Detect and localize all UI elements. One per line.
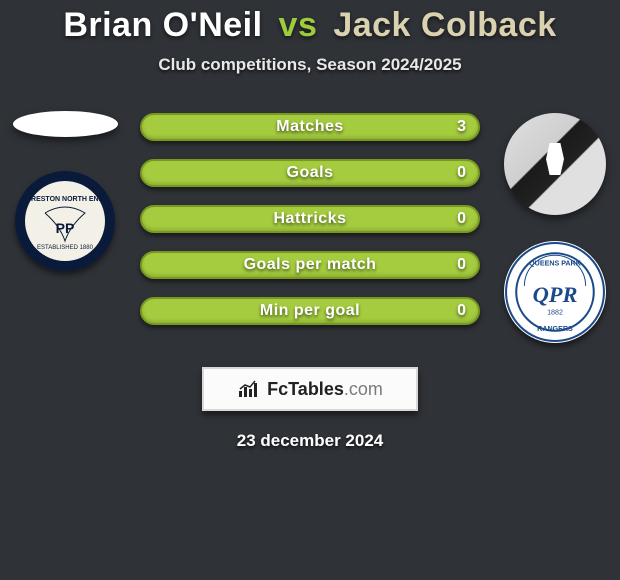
player1-club-badge: PRESTON NORTH END PP ESTABLISHED 1880 xyxy=(15,171,115,271)
left-player-column: PRESTON NORTH END PP ESTABLISHED 1880 xyxy=(0,111,130,271)
svg-text:PRESTON NORTH END: PRESTON NORTH END xyxy=(26,196,103,203)
stat-label: Min per goal xyxy=(260,302,360,320)
stat-value-right: 3 xyxy=(457,118,466,136)
svg-text:1882: 1882 xyxy=(547,308,563,316)
stat-value-right: 0 xyxy=(457,256,466,274)
comparison-main: PRESTON NORTH END PP ESTABLISHED 1880 QU… xyxy=(0,113,620,353)
player2-avatar xyxy=(504,113,606,215)
stat-bar-hattricks: Hattricks 0 xyxy=(140,205,480,233)
comparison-title: Brian O'Neil vs Jack Colback xyxy=(0,0,620,45)
player1-name: Brian O'Neil xyxy=(63,6,262,44)
right-player-column: QUEENS PARK RANGERS QPR 1882 xyxy=(490,113,620,343)
stat-value-right: 0 xyxy=(457,210,466,228)
stat-label: Goals per match xyxy=(244,256,377,274)
source-logo-box: FcTables.com xyxy=(202,367,418,411)
date-text: 23 december 2024 xyxy=(0,431,620,451)
stat-value-right: 0 xyxy=(457,302,466,320)
logo-main: FcTables xyxy=(267,379,344,399)
stat-label: Hattricks xyxy=(274,210,347,228)
stat-bar-goals: Goals 0 xyxy=(140,159,480,187)
stat-label: Goals xyxy=(287,164,334,182)
player1-avatar-placeholder xyxy=(13,111,118,137)
logo-suffix: .com xyxy=(344,379,383,399)
player2-club-badge: QUEENS PARK RANGERS QPR 1882 xyxy=(504,241,606,343)
svg-text:PP: PP xyxy=(56,220,75,236)
player2-name: Jack Colback xyxy=(333,6,556,44)
stat-value-right: 0 xyxy=(457,164,466,182)
stat-label: Matches xyxy=(276,118,344,136)
stat-bar-mpg: Min per goal 0 xyxy=(140,297,480,325)
stat-bar-matches: Matches 3 xyxy=(140,113,480,141)
chart-icon xyxy=(237,379,263,399)
svg-text:ESTABLISHED 1880: ESTABLISHED 1880 xyxy=(37,245,94,251)
svg-text:QUEENS PARK: QUEENS PARK xyxy=(529,259,582,267)
subtitle: Club competitions, Season 2024/2025 xyxy=(0,55,620,75)
vs-label: vs xyxy=(279,6,318,44)
logo-text: FcTables.com xyxy=(267,379,383,400)
svg-text:QPR: QPR xyxy=(533,282,578,307)
stat-bar-gpm: Goals per match 0 xyxy=(140,251,480,279)
svg-text:RANGERS: RANGERS xyxy=(537,325,573,333)
stat-bars: Matches 3 Goals 0 Hattricks 0 Goals per … xyxy=(140,113,480,325)
